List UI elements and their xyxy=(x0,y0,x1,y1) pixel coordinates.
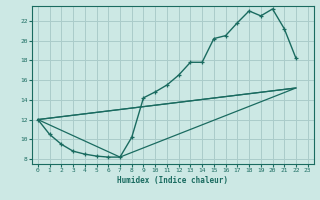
X-axis label: Humidex (Indice chaleur): Humidex (Indice chaleur) xyxy=(117,176,228,185)
